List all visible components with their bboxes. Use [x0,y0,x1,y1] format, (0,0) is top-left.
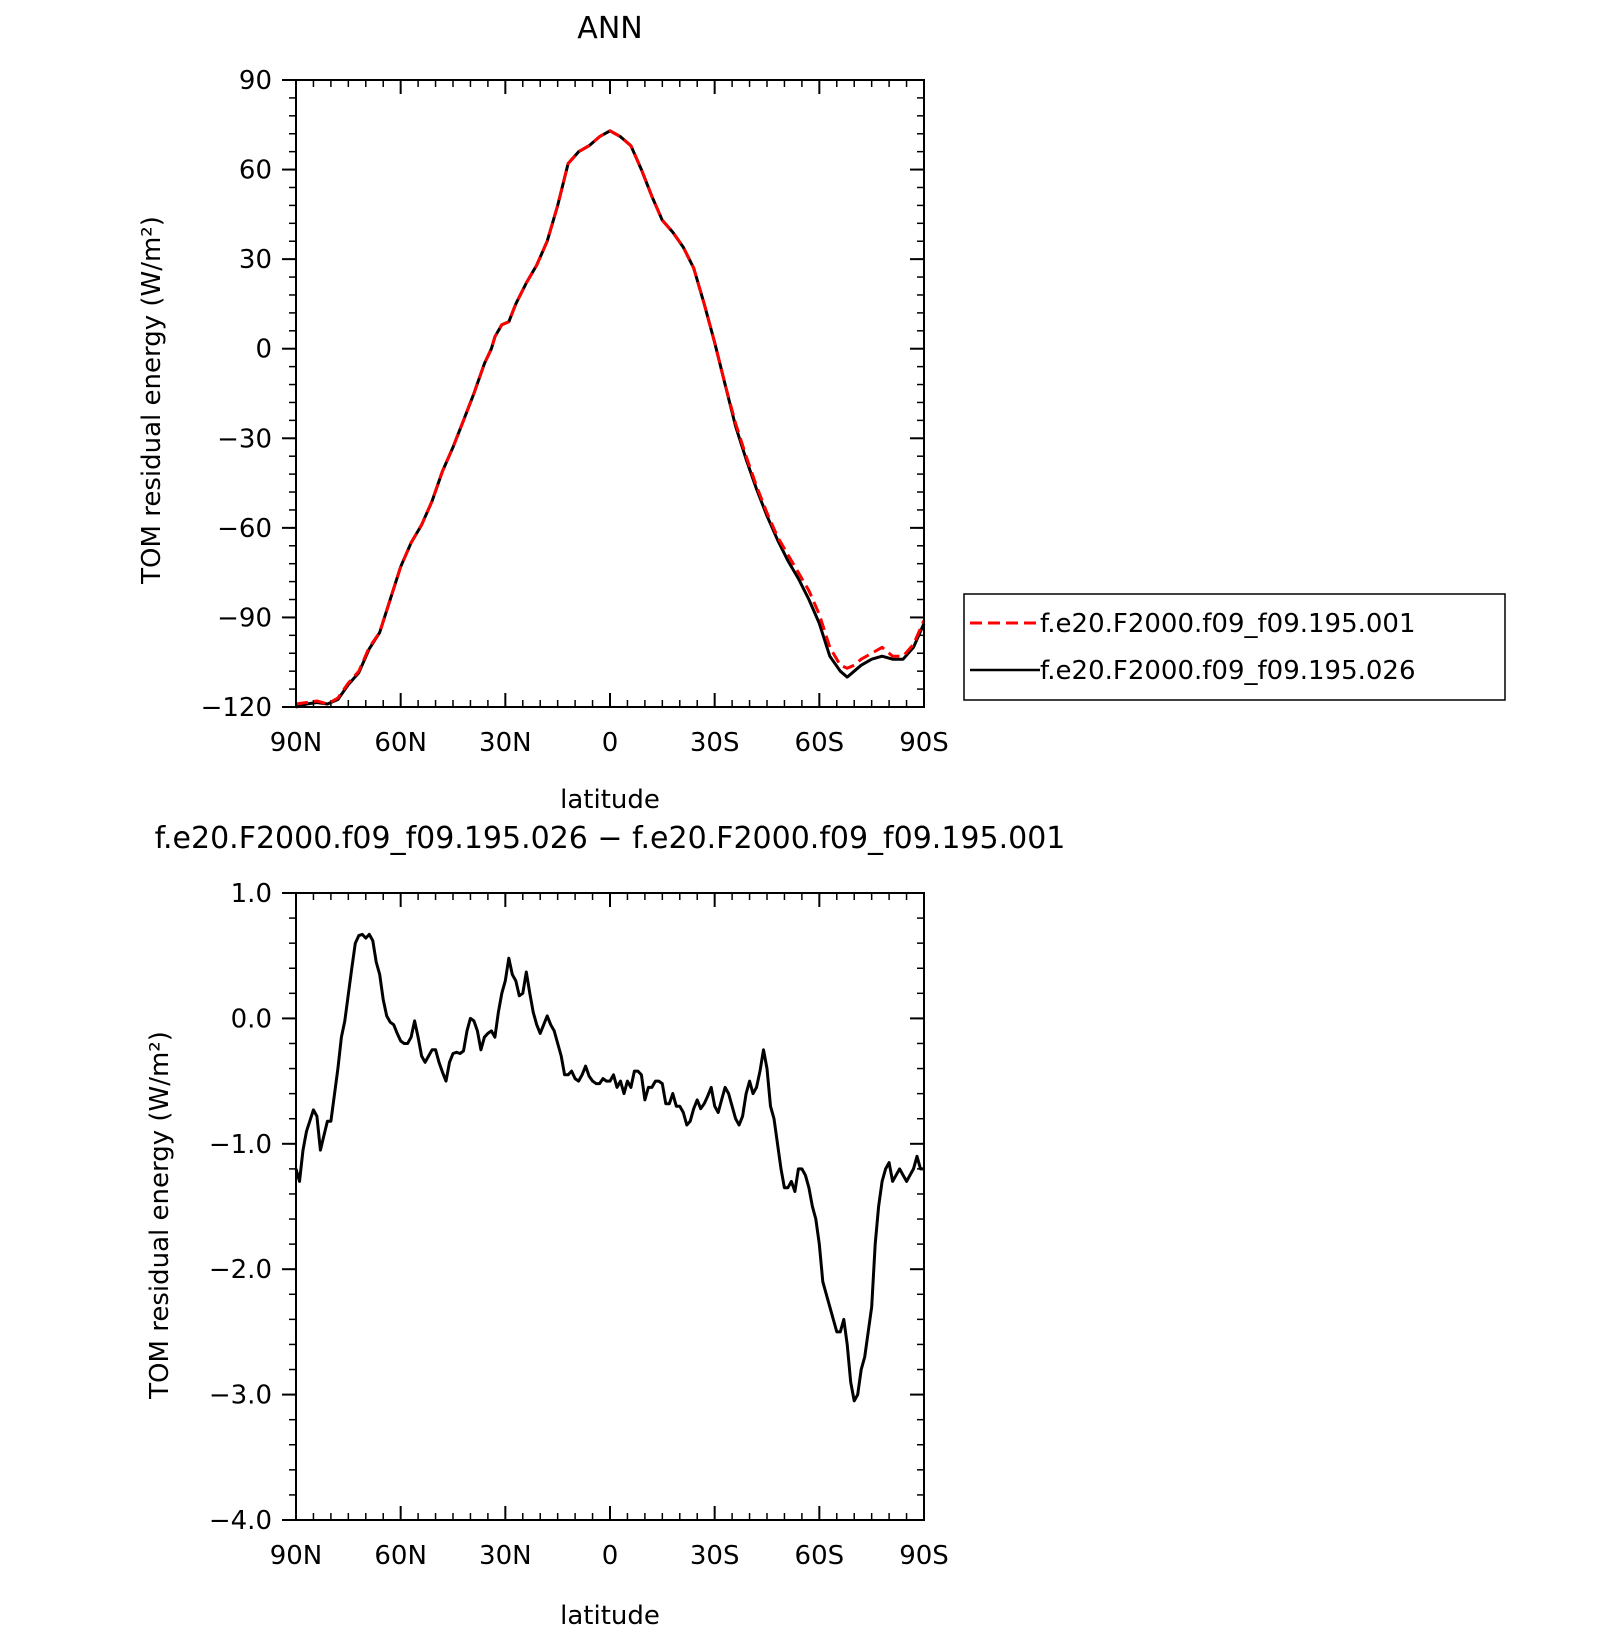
x-axis-label: latitude [560,1601,660,1631]
y-tick-label: −1.0 [209,1130,272,1160]
legend-box [963,593,1506,701]
y-tick-label: 0.0 [231,1004,272,1034]
x-tick-label: 60N [374,728,427,758]
difference-chart-panel: f.e20.F2000.f09_f09.195.026 − f.e20.F200… [145,821,1065,1631]
y-axis-label: TOM residual energy (W/m²) [137,216,167,585]
y-tick-label: −3.0 [209,1381,272,1411]
legend-label-control: f.e20.F2000.f09_f09.195.026 [1040,656,1416,686]
legend: f.e20.F2000.f09_f09.195.001 f.e20.F2000.… [963,593,1506,701]
x-tick-label: 0 [602,1541,619,1571]
y-tick-label: −4.0 [209,1506,272,1536]
series-line [295,129,926,709]
x-tick-label: 60N [374,1541,427,1571]
annual-chart-panel: ANN 90N 60N 30N 0 30S 60S 90S 90 60 30 0 −30 −60 −90 −… [137,11,1506,815]
x-tick-label: 0 [602,728,619,758]
x-tick-label: 90N [270,1541,323,1571]
x-tick-label: 90S [899,1541,949,1571]
y-axis-label: TOM residual energy (W/m²) [145,1031,175,1400]
x-tick-label: 30S [690,1541,740,1571]
y-tick-label: 60 [239,156,272,186]
x-tick-label: 60S [795,728,845,758]
legend-label-case: f.e20.F2000.f09_f09.195.001 [1040,609,1416,639]
y-tick-label: 0 [255,335,272,365]
x-axis-label: latitude [560,785,660,815]
y-tick-label: −120 [201,693,272,723]
x-tick-label: 30N [479,1541,532,1571]
x-tick-label: 30S [690,728,740,758]
y-tick-label: 30 [239,245,272,275]
y-tick-label: 90 [239,66,272,96]
series-line [294,932,924,1403]
x-tick-label: 90N [270,728,323,758]
chart-title: f.e20.F2000.f09_f09.195.026 − f.e20.F200… [155,821,1066,856]
y-tick-label: −60 [217,514,272,544]
plot-frame [295,79,925,708]
chart-title: ANN [577,11,642,46]
y-tick-label: 1.0 [231,879,272,909]
plot-frame [295,892,925,1521]
x-tick-label: 30N [479,728,532,758]
y-tick-label: −30 [217,424,272,454]
y-tick-label: −90 [217,603,272,633]
x-tick-label: 90S [899,728,949,758]
x-tick-label: 60S [795,1541,845,1571]
y-tick-label: −2.0 [209,1255,272,1285]
series-line [295,129,926,706]
